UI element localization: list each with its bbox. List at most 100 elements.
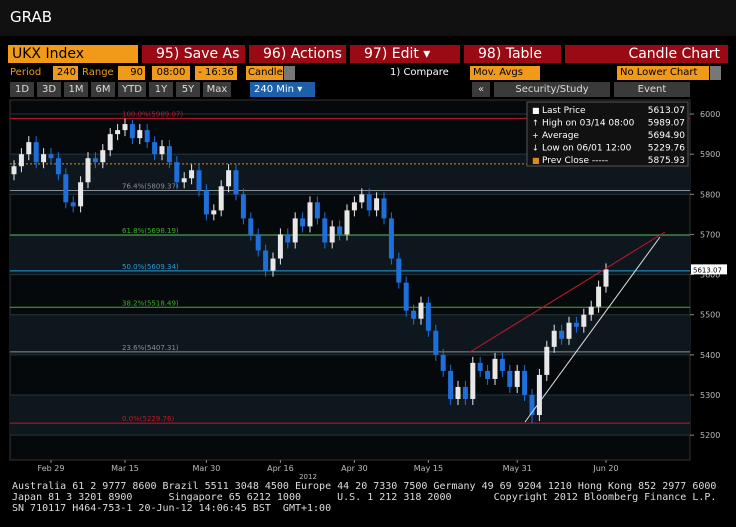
candle-body (248, 218, 254, 235)
candle-body (433, 330, 439, 355)
collapse-button[interactable]: « (472, 82, 490, 97)
menu-button[interactable]: 97) Edit ▾ (350, 45, 460, 63)
end-field[interactable]: - 16:36 (195, 66, 237, 80)
candle-body (226, 170, 232, 187)
menu-button[interactable]: 98) Table (464, 45, 561, 63)
compare-button[interactable]: 1) Compare (390, 67, 449, 78)
candle-body (129, 124, 135, 139)
chart: 5200 5300 5400 5500 5600 5700 5800 5900 6000 100.… (9, 99, 727, 479)
x-tick-label: Mar 30 (192, 464, 220, 473)
x-axis-year: 2012 (299, 473, 317, 479)
candle-body (314, 202, 320, 219)
interval-dropdown[interactable]: 240 Min ▾ (250, 82, 315, 97)
candle-body (78, 182, 84, 207)
candle-body (174, 162, 180, 183)
candle-body (255, 234, 261, 251)
candle-body (322, 218, 328, 243)
legend-value: 5989.07 (648, 119, 685, 129)
legend-icon: ↑ (532, 119, 539, 128)
trend-line (469, 231, 666, 353)
legend-value: 5694.90 (648, 131, 685, 141)
candle-body (344, 210, 350, 235)
candle-body (203, 190, 209, 215)
candle-body (92, 158, 98, 163)
y-tick-label: 5200 (700, 431, 720, 440)
x-tick-label: Apr 30 (341, 464, 368, 473)
span-button[interactable]: Max (203, 82, 231, 97)
grid-band (10, 314, 690, 355)
span-button[interactable]: 1D (10, 82, 34, 97)
security-field[interactable]: UKX Index (8, 45, 138, 63)
candle-body (544, 346, 550, 375)
legend-box (526, 101, 689, 167)
menu-button[interactable]: 96) Actions ▾ (249, 45, 346, 63)
span-button[interactable]: YTD (118, 82, 146, 97)
legend: ■ Last Price 5613.07↑ High on 03/14 08:00 59… (526, 101, 689, 167)
candle-body (374, 198, 380, 211)
fib-label: 61.8%(5698.19) (122, 227, 179, 235)
range-field[interactable]: 90 (118, 66, 145, 80)
candle-body (596, 286, 602, 307)
mov-avgs-field[interactable]: Mov. Avgs (470, 66, 540, 80)
candle-body (307, 202, 313, 227)
x-tick-label: Jun 20 (592, 464, 618, 473)
start-field[interactable]: 08:00 (152, 66, 190, 80)
grid-band (10, 234, 690, 275)
legend-label: Average (542, 131, 579, 141)
y-tick-label: 5300 (700, 391, 720, 400)
span-button[interactable]: 5Y (176, 82, 200, 97)
candle-body (55, 158, 61, 175)
candle-body (507, 370, 513, 387)
security-study-button[interactable]: Security/Study (494, 82, 610, 97)
span-button[interactable]: 1M (64, 82, 88, 97)
candle-body (551, 330, 557, 347)
candle-body (181, 178, 187, 183)
x-tick-label: May 15 (414, 464, 443, 473)
candle-body (33, 142, 39, 163)
chart-kind: Candle Chart (565, 45, 728, 63)
x-tick-label: Feb 29 (38, 464, 65, 473)
candle-body (566, 322, 572, 339)
legend-value: 5229.76 (648, 144, 685, 154)
candle-body (285, 234, 291, 243)
candle-body (137, 130, 143, 139)
candle-body (233, 170, 239, 195)
candle-body (396, 258, 402, 283)
y-tick-label: 5500 (700, 311, 720, 320)
x-tick-label: Mar 15 (111, 464, 139, 473)
candle-body (559, 330, 565, 339)
candle-body (277, 234, 283, 259)
candle-body (70, 202, 76, 207)
legend-icon: ■ (532, 106, 540, 115)
legend-label: Low on 06/01 12:00 (542, 144, 632, 154)
candle-body (26, 142, 32, 155)
candle-body (211, 210, 217, 215)
menu-button[interactable]: 95) Save As (142, 45, 245, 63)
event-button[interactable]: Event (614, 82, 690, 97)
legend-icon: + (532, 131, 539, 140)
candle-body (263, 250, 269, 271)
last-price-tag (691, 264, 727, 275)
legend-label: Prev Close ----- (542, 156, 608, 166)
period-field[interactable]: 240 (53, 66, 78, 80)
candle-body (388, 218, 394, 259)
span-button[interactable]: 3D (37, 82, 61, 97)
style-field[interactable]: Candle (246, 66, 283, 80)
dropdown-arrow[interactable] (710, 66, 721, 80)
candle-body (218, 186, 224, 211)
label: Period (10, 67, 42, 78)
footer: Australia 61 2 9777 8600 Brazil 5511 304… (12, 481, 728, 514)
candle-body (100, 150, 106, 163)
y-tick-label: 5900 (700, 150, 720, 159)
window-title: GRAB (0, 0, 736, 36)
candle-body (270, 258, 276, 271)
span-button[interactable]: 6M (91, 82, 115, 97)
y-tick-label: 5700 (700, 230, 720, 239)
candle-body (573, 322, 579, 327)
candle-body (425, 302, 431, 331)
dropdown-arrow[interactable] (284, 66, 295, 80)
span-button[interactable]: 1Y (149, 82, 173, 97)
candle-body (18, 154, 24, 167)
legend-label: Last Price (542, 106, 586, 116)
lower-chart-field[interactable]: No Lower Chart (617, 66, 709, 80)
